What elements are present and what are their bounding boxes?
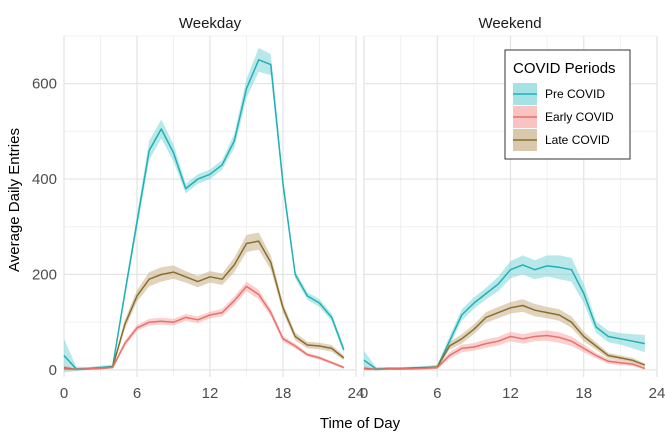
weekday-x-tick-label-12: 12 bbox=[202, 385, 219, 402]
weekday-early-covid-confidence-band bbox=[64, 281, 344, 371]
weekend-early-covid-line bbox=[363, 334, 646, 371]
y-tick-label-600: 600 bbox=[32, 76, 57, 93]
weekday-x-tick-label-6: 6 bbox=[133, 385, 141, 402]
panel-title-weekday: Weekday bbox=[179, 15, 242, 32]
x-axis-title: Time of Day bbox=[320, 415, 401, 432]
weekday-x-tick-label-24: 24 bbox=[348, 385, 365, 402]
legend-label-late-covid: Late COVID bbox=[545, 133, 610, 147]
weekend-pre-covid-confidence-band bbox=[364, 255, 645, 371]
legend-item-early-covid: Early COVID bbox=[513, 106, 614, 128]
weekend-x-tick-label-12: 12 bbox=[502, 385, 519, 402]
weekend-x-tick-label-6: 6 bbox=[433, 385, 441, 402]
panel-weekday-x-ticks: 0 6 12 18 24 bbox=[60, 385, 365, 402]
legend-label-pre-covid: Pre COVID bbox=[545, 87, 605, 101]
y-tick-label-400: 400 bbox=[32, 171, 57, 188]
y-tick-label-200: 200 bbox=[32, 266, 57, 283]
legend-label-early-covid: Early COVID bbox=[545, 110, 614, 124]
legend-item-pre-covid: Pre COVID bbox=[513, 83, 605, 105]
weekend-x-tick-label-0: 0 bbox=[360, 385, 368, 402]
panel-weekend-grid bbox=[363, 35, 658, 377]
legend: COVID Periods Pre COVID Early COVID Late C… bbox=[504, 49, 631, 160]
panel-weekday-lines bbox=[63, 59, 345, 371]
panel-weekday-bands bbox=[64, 47, 344, 373]
weekday-x-tick-label-18: 18 bbox=[275, 385, 292, 402]
weekday-early-covid-line bbox=[63, 285, 345, 371]
weekday-x-tick-label-0: 0 bbox=[60, 385, 68, 402]
panel-weekend-bands bbox=[364, 255, 645, 371]
panel-weekend-x-ticks: 0 6 12 18 24 bbox=[360, 385, 665, 402]
legend-items: Pre COVID Early COVID Late COVID bbox=[513, 83, 614, 151]
legend-item-late-covid: Late COVID bbox=[513, 129, 610, 151]
weekday-pre-covid-confidence-band bbox=[64, 47, 344, 373]
panel-weekend-lines bbox=[363, 264, 646, 371]
panel-weekday-grid bbox=[63, 35, 357, 377]
panel-weekday: Weekday 0 6 12 18 24 bbox=[60, 15, 365, 402]
weekend-x-tick-label-24: 24 bbox=[649, 385, 665, 402]
panel-title-weekend: Weekend bbox=[478, 15, 541, 32]
y-axis-ticks: 0 200 400 600 bbox=[32, 76, 57, 379]
y-axis-title: Average Daily Entries bbox=[6, 128, 23, 272]
legend-title: COVID Periods bbox=[513, 60, 616, 77]
weekend-late-covid-confidence-band bbox=[364, 299, 645, 371]
weekend-early-covid-confidence-band bbox=[364, 330, 645, 371]
weekend-x-tick-label-18: 18 bbox=[575, 385, 592, 402]
panel-weekend: Weekend 0 6 12 18 24 bbox=[360, 15, 665, 402]
y-tick-label-0: 0 bbox=[49, 362, 57, 379]
